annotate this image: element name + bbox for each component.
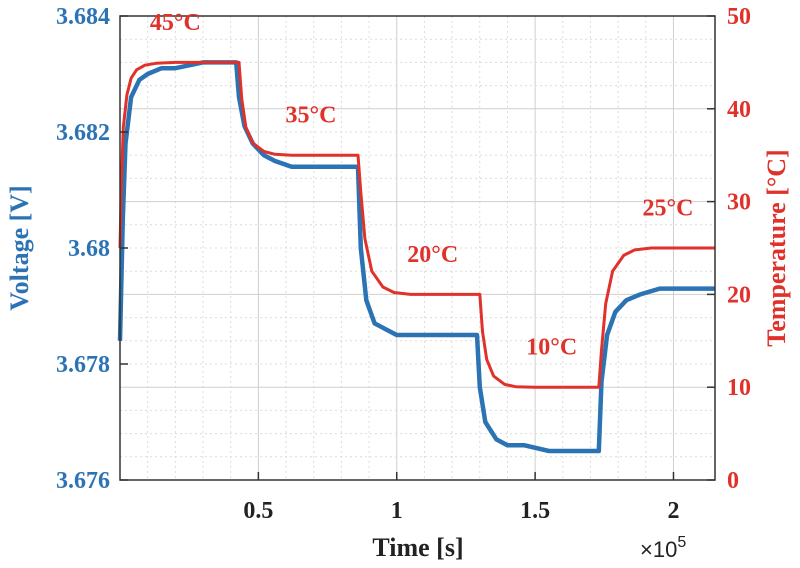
temperature-annotation: 10°C xyxy=(526,335,577,361)
temperature-annotation: 25°C xyxy=(642,196,693,222)
x-tick-label: 2 xyxy=(667,498,679,524)
x-tick-label: 1.5 xyxy=(520,498,550,524)
voltage-series-line xyxy=(117,60,715,454)
left-tick-label: 3.676 xyxy=(56,468,110,494)
left-tick-label: 3.68 xyxy=(68,236,110,262)
x-tick-label: 0.5 xyxy=(243,498,273,524)
right-tick-label: 10 xyxy=(727,375,751,401)
series-layer xyxy=(117,60,715,454)
temperature-annotation: 35°C xyxy=(285,103,336,129)
grid xyxy=(119,15,715,481)
right-tick-label: 40 xyxy=(727,97,751,123)
right-axis-title: Temperature [°C] xyxy=(762,149,791,346)
x-tick-label: 1 xyxy=(391,498,403,524)
temperature-series-line xyxy=(118,60,715,389)
left-tick-label: 3.678 xyxy=(56,352,110,378)
left-tick-label: 3.682 xyxy=(56,120,110,146)
right-tick-label: 0 xyxy=(727,468,739,494)
x-axis-multiplier: ×105 xyxy=(640,534,686,562)
left-axis-title: Voltage [V] xyxy=(5,185,34,310)
right-tick-label: 50 xyxy=(727,4,751,30)
left-axis-ticks: 3.676 3.678 3.68 3.682 3.684 xyxy=(56,4,128,494)
x-axis-multiplier-base: ×10 xyxy=(640,537,677,562)
right-tick-label: 20 xyxy=(727,282,751,308)
x-axis-multiplier-exponent: 5 xyxy=(677,534,686,551)
temperature-annotation: 45°C xyxy=(150,10,201,36)
temperature-annotation: 20°C xyxy=(407,242,458,268)
left-tick-label: 3.684 xyxy=(56,4,110,30)
right-axis-ticks: 0 10 20 30 40 50 xyxy=(707,4,751,494)
x-axis-title: Time [s] xyxy=(372,533,463,562)
right-tick-label: 30 xyxy=(727,190,751,216)
annotations: 45°C 35°C 20°C 10°C 25°C xyxy=(150,10,694,361)
x-axis-ticks: 0.5 1 1.5 2 xyxy=(243,472,679,524)
